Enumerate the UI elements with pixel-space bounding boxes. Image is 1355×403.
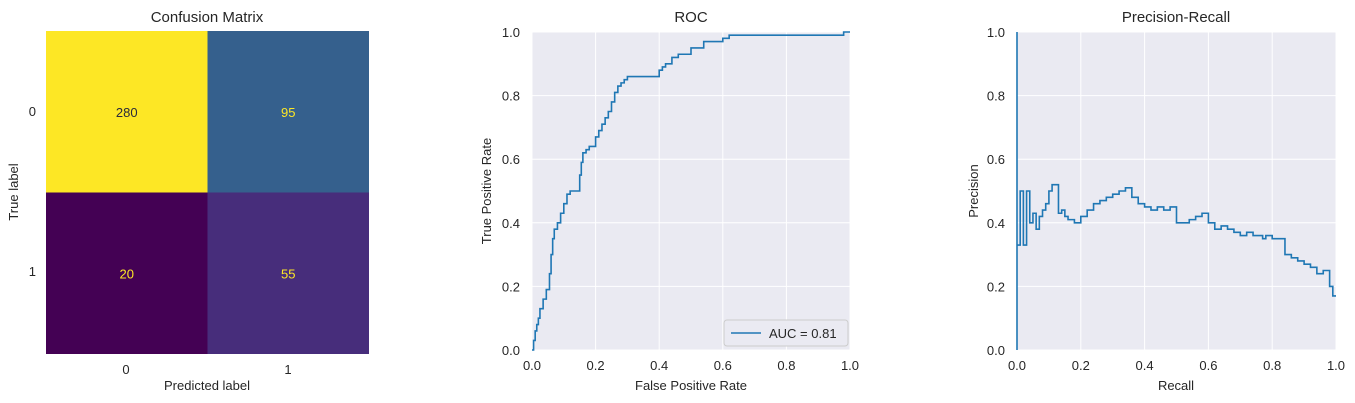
pr-x-axis-label: Recall [1158, 378, 1194, 393]
pr-plot-area [1017, 32, 1336, 350]
roc-legend: AUC = 0.81 [723, 319, 849, 347]
pr-curve-line [1016, 32, 1336, 350]
confusion-matrix-cells: 280 95 20 55 [46, 31, 369, 354]
pr-x-tick-3: 0.6 [1199, 358, 1217, 373]
pr-panel: Precision-Recall 0.0 0.2 0.4 0.6 0.8 1.00.00.… [966, 9, 1345, 393]
roc-y-tick-3: 0.6 [502, 152, 520, 167]
cm-cell-0-1 [207, 31, 369, 193]
roc-x-tick-5: 1.0 [841, 358, 859, 373]
pr-title: Precision-Recall [1122, 9, 1230, 26]
roc-y-tick-4: 0.8 [502, 89, 520, 104]
roc-legend-label: AUC = 0.81 [769, 326, 837, 341]
cm-cell-value-1-1: 55 [281, 266, 295, 281]
roc-x-tick-0: 0.0 [523, 358, 541, 373]
roc-x-tick-2: 0.4 [650, 358, 668, 373]
roc-y-tick-1: 0.2 [502, 279, 520, 294]
confusion-matrix-title: Confusion Matrix [151, 9, 264, 26]
roc-x-axis-label: False Positive Rate [635, 378, 747, 393]
cm-y-tick-1: 1 [29, 264, 36, 279]
pr-x-tick-2: 0.4 [1136, 358, 1154, 373]
pr-y-tick-2: 0.4 [987, 216, 1005, 231]
roc-x-tick-1: 0.2 [587, 358, 605, 373]
roc-legend-box [723, 319, 849, 347]
roc-y-tick-2: 0.4 [502, 216, 520, 231]
confusion-matrix-panel: Confusion Matrix 280 95 20 55 0 1 0 1 Predi… [6, 9, 369, 393]
cm-x-tick-1: 1 [284, 362, 291, 377]
pr-x-tick-5: 1.0 [1327, 358, 1345, 373]
pr-y-tick-4: 0.8 [987, 89, 1005, 104]
roc-panel: ROC 0.0 0.2 0.4 0.6 0.8 1.0 0.0 0.2 0.4 0.6 0.8 1.0… [479, 9, 859, 393]
pr-y-axis-label: Precision [966, 164, 981, 217]
cm-cell-1-1 [207, 192, 369, 354]
pr-x-tick-1: 0.2 [1072, 358, 1090, 373]
pr-x-tick-4: 0.8 [1263, 358, 1281, 373]
roc-gridlines [531, 31, 851, 351]
pr-tick-labels: 0.0 0.2 0.4 0.6 0.8 1.0 0.0 0.2 0.4 0.6 0.8 1.0 [987, 25, 1345, 373]
cm-cell-value-0-1: 95 [281, 105, 295, 120]
cm-cell-value-0-0: 280 [116, 105, 138, 120]
cm-x-tick-0: 0 [122, 362, 129, 377]
roc-title: ROC [674, 9, 708, 26]
roc-plot-area [532, 32, 850, 350]
cm-cell-1-0 [46, 192, 208, 354]
pr-y-tick-3: 0.6 [987, 152, 1005, 167]
roc-y-axis-label: True Positive Rate [479, 138, 494, 244]
roc-x-tick-3: 0.6 [714, 358, 732, 373]
roc-y-tick-5: 1.0 [502, 25, 520, 40]
cm-cell-0-0 [46, 31, 208, 193]
cm-cell-value-1-0: 20 [120, 266, 134, 281]
roc-x-tick-4: 0.8 [777, 358, 795, 373]
pr-y-tick-1: 0.2 [987, 279, 1005, 294]
pr-y-tick-5: 1.0 [987, 25, 1005, 40]
pr-x-tick-0: 0.0 [1008, 358, 1026, 373]
pr-y-tick-0: 0.0 [987, 343, 1005, 358]
roc-curve-line [532, 31, 850, 351]
roc-tick-labels: 0.0 0.2 0.4 0.6 0.8 1.0 0.0 0.2 0.4 0.6 0.8 1.0 [502, 25, 859, 373]
cm-x-axis-label: Predicted label [164, 378, 250, 393]
roc-y-tick-0: 0.0 [502, 343, 520, 358]
cm-y-axis-label: True label [6, 163, 21, 220]
cm-y-tick-0: 0 [29, 104, 36, 119]
